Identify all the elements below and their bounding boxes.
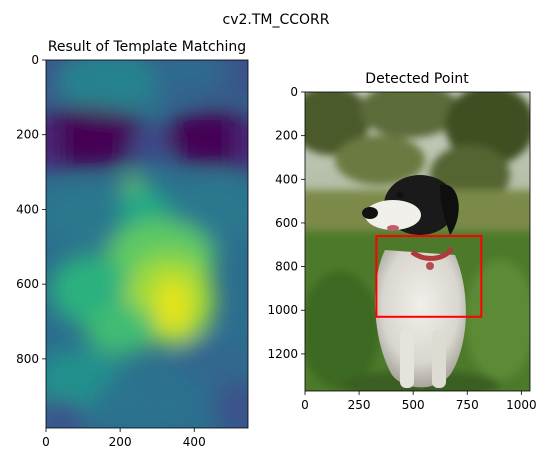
photo-frame	[304, 91, 531, 392]
heatmap-xtick-label: 0	[42, 435, 50, 449]
heatmap-ytick-label: 800	[16, 352, 39, 366]
photo-ytick-label: 1200	[267, 347, 298, 361]
heatmap-ytick-label: 600	[16, 277, 39, 291]
photo-xtick-label: 250	[348, 398, 371, 412]
photo-ytick-label: 200	[275, 129, 298, 143]
photo-ytick-label: 400	[275, 172, 298, 186]
heatmap-axes: Result of Template Matching	[16, 39, 249, 449]
photo-xtick-label: 1000	[506, 398, 537, 412]
heatmap-ytick-label: 200	[16, 128, 39, 142]
heatmap-ticks: 0 200 400 0 200 400 600 800	[16, 53, 206, 449]
heatmap-image	[46, 60, 248, 428]
photo-ytick-label: 0	[290, 85, 298, 99]
heatmap-frame	[45, 59, 249, 429]
heatmap-xtick-label: 400	[183, 435, 206, 449]
photo-xtick-label: 750	[456, 398, 479, 412]
detection-rectangle	[375, 235, 483, 318]
photo-xtick-label: 0	[301, 398, 309, 412]
photo-ytick-label: 800	[275, 260, 298, 274]
figure-suptitle: cv2.TM_CCORR	[223, 12, 330, 28]
photo-axes: Detected Point	[267, 71, 536, 412]
heatmap-ytick-label: 0	[31, 53, 39, 67]
photo-ytick-label: 600	[275, 216, 298, 230]
dog-photo	[305, 92, 530, 391]
photo-ticks: 0 250 500 750 1000 0 200 400 600 800 1000 1200	[267, 85, 536, 412]
photo-title: Detected Point	[365, 71, 469, 87]
heatmap-ytick-label: 400	[16, 202, 39, 216]
heatmap-title: Result of Template Matching	[48, 39, 246, 55]
photo-ytick-label: 1000	[267, 303, 298, 317]
photo-xtick-label: 500	[402, 398, 425, 412]
heatmap-xtick-label: 200	[109, 435, 132, 449]
